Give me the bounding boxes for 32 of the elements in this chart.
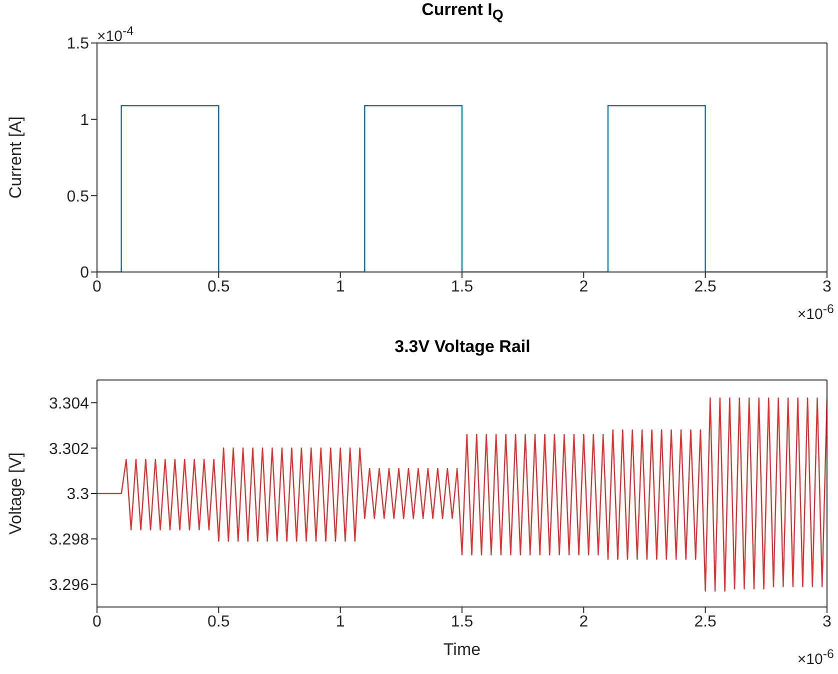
x-tick-label: 2: [579, 613, 588, 630]
x-tick-label: 0: [92, 613, 102, 630]
text: ×10$^{-6}$: [797, 302, 834, 323]
chart-title: Current I$_{Q}$: [420, 0, 504, 24]
x-tick-label: 2: [579, 278, 588, 296]
y-tick-label: 0.5: [66, 188, 90, 206]
y-tick-label: 3.296: [48, 576, 90, 594]
x-tick-label: 2.5: [694, 278, 717, 296]
y-tick-label: 1: [80, 112, 90, 130]
y-tick-label: 3.304: [48, 395, 90, 412]
y-axis-title: Current [A]: [6, 116, 26, 199]
x-tick-label: 1: [336, 613, 345, 630]
y-axis-title: Voltage [V]: [6, 452, 26, 535]
line-series: [97, 398, 827, 592]
chart-title: 3.3V Voltage Rail: [394, 337, 532, 357]
x-tick-label: 0: [92, 278, 102, 296]
x-tick-label: 1: [336, 278, 345, 296]
y-tick-label: 3.3: [66, 486, 90, 504]
y-tick-label: 0: [80, 264, 90, 282]
text: ×10$^{-6}$: [797, 647, 834, 668]
x-tick-label: 3: [822, 613, 832, 630]
x-tick-label: 1.5: [450, 278, 474, 296]
annotation: ×10$^{-4}$: [97, 24, 134, 45]
y-tick-label: 3.302: [48, 440, 90, 458]
y-tick-label: 1.5: [66, 36, 90, 53]
x-tick-label: 0.5: [208, 613, 230, 630]
x-tick-label: 0.5: [208, 278, 230, 296]
x-axis-title: Time: [443, 640, 481, 659]
x-tick-label: 3: [822, 278, 832, 296]
x-tick-label: 2.5: [694, 613, 717, 630]
y-tick-label: 3.298: [48, 532, 90, 549]
x-tick-label: 1.5: [450, 613, 474, 630]
